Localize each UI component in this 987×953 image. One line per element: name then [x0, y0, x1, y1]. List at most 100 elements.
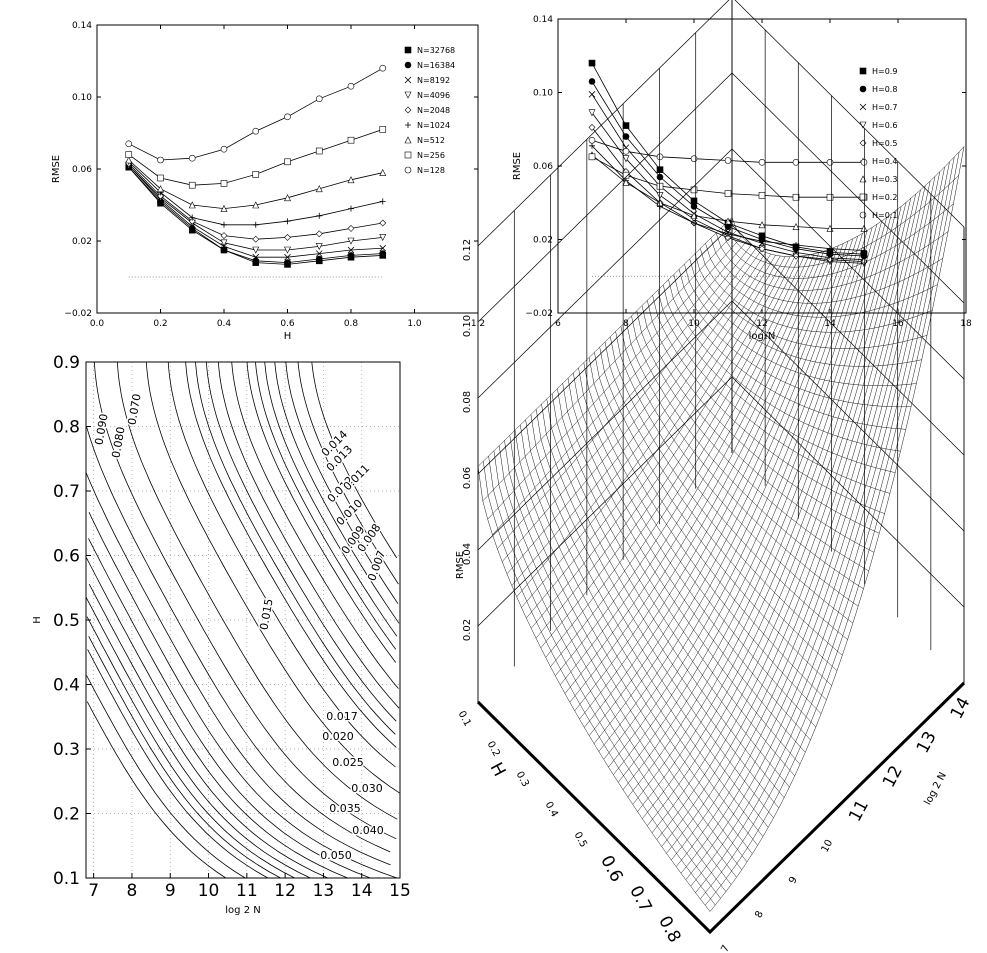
- y-tick-label: 0.1: [53, 869, 80, 889]
- data-point: [316, 212, 323, 219]
- data-point: [188, 217, 196, 225]
- contour-line: [185, 362, 397, 748]
- y-tick-label: 0.14: [72, 21, 92, 31]
- data-point: [347, 82, 355, 90]
- y-tick-label: 0.06: [72, 165, 92, 175]
- contour-level-label: 0.007: [365, 549, 388, 583]
- data-point: [826, 159, 834, 166]
- contour-labels: 0.0900.0800.0700.0140.0130.0120.0110.010…: [91, 391, 390, 863]
- data-point: [379, 244, 387, 252]
- data-point: [860, 159, 868, 166]
- y-axis-label: H: [32, 616, 43, 624]
- contour-line: [88, 538, 371, 878]
- h-axis-label: H: [486, 759, 510, 780]
- h-tick-label: 0.8: [654, 913, 684, 946]
- x-tick-label: 6: [555, 319, 561, 329]
- panel-rmse-vs-log2n: 6 8 10 12 14 16 18−0.020.020.060.100.14log₂NRM…: [512, 15, 972, 342]
- legend-label: H=0.1: [872, 211, 897, 220]
- data-point: [252, 253, 260, 261]
- data-point: [315, 250, 323, 257]
- data-point: [724, 157, 732, 164]
- z-tick-label: 0.08: [462, 391, 473, 413]
- data-point: [157, 192, 164, 200]
- mesh-line: [560, 253, 815, 685]
- data-point: [588, 59, 596, 67]
- mesh-line: [598, 238, 854, 752]
- contour-line: [217, 362, 400, 709]
- x-tick-label: 0.2: [153, 319, 167, 329]
- legend-label: H=0.4: [872, 157, 897, 166]
- legend-marker: [404, 46, 412, 54]
- contour-line: [285, 362, 399, 604]
- x-tick-label: 7: [88, 881, 99, 901]
- mesh-line: [504, 440, 737, 878]
- data-point: [622, 178, 630, 186]
- legend-marker: [859, 67, 867, 75]
- legend-marker: [404, 61, 412, 69]
- data-point: [589, 142, 595, 149]
- legend-marker: [404, 166, 412, 174]
- data-point: [826, 193, 834, 201]
- legend-marker: [859, 175, 867, 183]
- data-point: [347, 252, 355, 259]
- contour-level-label: 0.017: [326, 710, 358, 723]
- data-point: [284, 233, 291, 241]
- y-tick-label: 0.7: [53, 482, 80, 502]
- mesh-line: [492, 241, 747, 535]
- series-5: [125, 158, 386, 228]
- series-6: [125, 156, 387, 212]
- data-point: [220, 239, 228, 247]
- data-point: [188, 181, 196, 189]
- data-point: [690, 203, 698, 210]
- legend-label: N=2048: [417, 106, 450, 115]
- x-axis-label: H: [284, 331, 292, 342]
- contour-line: [86, 616, 295, 878]
- data-point: [157, 185, 164, 193]
- legend-marker: [404, 91, 412, 99]
- data-point: [125, 140, 133, 148]
- data-point: [315, 95, 323, 103]
- contour-level-label: 0.080: [109, 426, 127, 459]
- contour-level-label: 0.025: [332, 756, 364, 769]
- contour-lines: [86, 362, 400, 878]
- mesh-line: [498, 445, 732, 885]
- mesh-line: [509, 435, 742, 870]
- legend-label: H=0.6: [872, 121, 897, 130]
- series-8: [588, 136, 868, 166]
- legend-marker: [859, 193, 867, 201]
- x-tick-label: 8: [127, 881, 138, 901]
- y-tick-label: −0.02: [64, 309, 92, 319]
- y-tick-label: 0.6: [53, 547, 80, 567]
- data-point: [379, 219, 387, 227]
- x-tick-label: 10: [688, 319, 700, 329]
- series-4: [125, 160, 387, 243]
- data-point: [188, 154, 196, 162]
- contour-line: [311, 362, 398, 559]
- data-point: [188, 201, 196, 209]
- contour-level-label: 0.070: [125, 393, 143, 426]
- data-point: [379, 64, 387, 72]
- mesh-line: [676, 180, 931, 867]
- y-tick-label: −0.02: [525, 309, 553, 319]
- data-point: [220, 246, 228, 254]
- mesh-line: [684, 264, 917, 386]
- data-point: [759, 238, 765, 245]
- data-point: [315, 230, 323, 238]
- y-tick-label: 0.8: [53, 418, 80, 438]
- contour-line: [117, 362, 398, 820]
- y-tick-label: 0.02: [72, 237, 92, 247]
- z-tick-label: 0.04: [462, 543, 473, 565]
- x-tick-label: 13: [313, 881, 335, 901]
- data-point: [690, 186, 698, 194]
- data-point: [622, 155, 630, 163]
- y-tick-label: 0.14: [533, 15, 553, 25]
- y-axis-label: RMSE: [512, 152, 523, 180]
- data-point: [758, 245, 766, 253]
- data-point: [347, 224, 355, 232]
- box-gridline: [477, 0, 965, 247]
- mesh-line: [541, 404, 774, 819]
- data-point: [347, 176, 355, 184]
- floor-edge: [476, 681, 966, 935]
- y-tick-label: 0.10: [72, 93, 92, 103]
- mesh-line: [680, 176, 936, 874]
